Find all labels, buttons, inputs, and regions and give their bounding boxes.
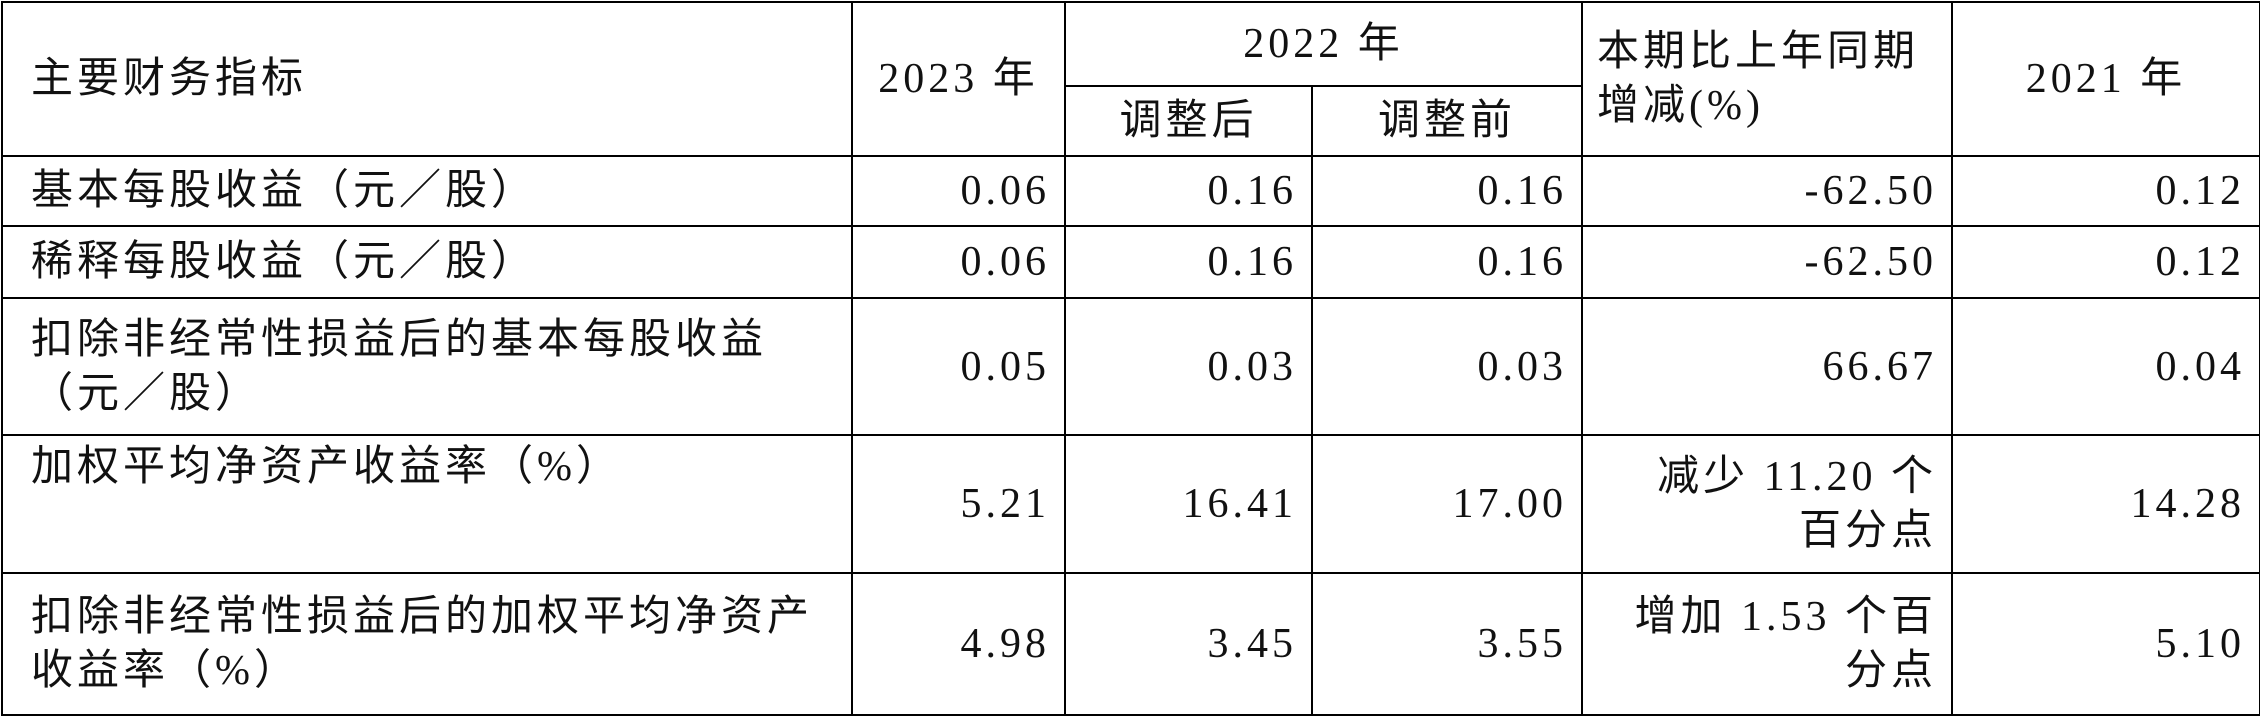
data-row: 加权平均净资产收益率（%） 5.21 16.41 17.00 减少 11.20 个百分点…	[1, 434, 2260, 574]
row-label: 扣除非经常性损益后的加权平均净资产收益率（%）	[1, 572, 853, 716]
cell-value: 0.12	[1951, 225, 2260, 299]
data-row: 稀释每股收益（元／股） 0.06 0.16 0.16 -62.50 0.12	[1, 225, 2260, 299]
cell-value: 0.03	[1064, 297, 1313, 436]
cell-value: 17.00	[1310, 434, 1584, 574]
cell-value: 0.04	[1951, 297, 2260, 436]
cell-value: -62.50	[1581, 225, 1954, 299]
cell-value: 0.05	[851, 297, 1066, 436]
header-cell: 本期比上年同期增减(%)	[1581, 1, 1954, 157]
cell-value: 减少 11.20 个百分点	[1581, 434, 1954, 574]
cell-value: 5.21	[851, 434, 1066, 574]
cell-value: 5.10	[1951, 572, 2260, 716]
header-row: 调整后 调整前	[2, 85, 2260, 157]
cell-value: 0.16	[1064, 225, 1313, 299]
row-label: 基本每股收益（元／股）	[1, 155, 853, 227]
header-cell: 2023 年	[851, 1, 1066, 157]
header-row: 主要财务指标 2023 年 2022 年 本期比上年同期增减(%) 2021 年	[1, 1, 2260, 157]
cell-value: 0.16	[1064, 155, 1313, 227]
cell-value: 16.41	[1064, 434, 1313, 574]
header-cell: 2021 年	[1951, 1, 2260, 157]
cell-value: -62.50	[1581, 155, 1954, 227]
cell-value: 4.98	[851, 572, 1066, 716]
cell-value: 0.16	[1310, 225, 1584, 299]
cell-value: 3.55	[1310, 572, 1584, 716]
cell-value: 66.67	[1581, 297, 1954, 436]
cell-value: 增加 1.53 个百分点	[1581, 572, 1954, 716]
row-label: 加权平均净资产收益率（%）	[1, 434, 853, 574]
cell-value: 0.12	[1951, 155, 2260, 227]
data-row: 扣除非经常性损益后的加权平均净资产收益率（%） 4.98 3.45 3.55 增加 1.…	[1, 572, 2260, 716]
cell-value: 14.28	[1951, 434, 2260, 574]
data-row: 基本每股收益（元／股） 0.06 0.16 0.16 -62.50 0.12	[1, 155, 2260, 227]
row-label: 扣除非经常性损益后的基本每股收益（元／股）	[1, 297, 853, 436]
header-cell: 主要财务指标	[1, 1, 853, 157]
cell-value: 3.45	[1064, 572, 1313, 716]
data-row: 扣除非经常性损益后的基本每股收益（元／股） 0.05 0.03 0.03 66.67 0.…	[1, 297, 2260, 436]
row-label: 稀释每股收益（元／股）	[1, 225, 853, 299]
cell-value: 0.06	[851, 155, 1066, 227]
cell-value: 0.16	[1310, 155, 1584, 227]
header-cell: 调整后	[1064, 85, 1313, 157]
cell-value: 0.06	[851, 225, 1066, 299]
header-cell: 2022 年	[1063, 1, 1584, 87]
header-cell: 调整前	[1310, 85, 1584, 157]
cell-value: 0.03	[1310, 297, 1584, 436]
